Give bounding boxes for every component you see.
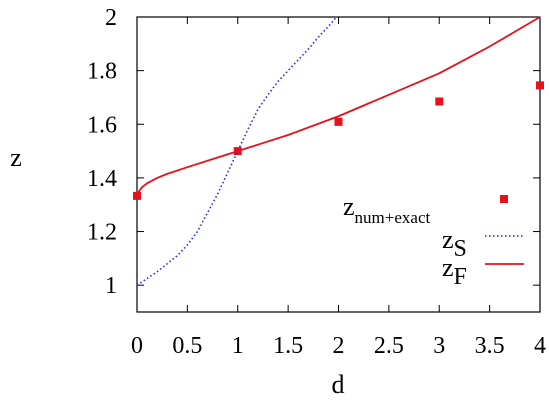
legend-symbol-num_exact <box>500 195 508 203</box>
y-tick-label: 2 <box>105 5 117 31</box>
x-axis-label: d <box>332 370 345 399</box>
data-point-num_exact <box>435 97 444 106</box>
legend-label-num_exact: znum+exact <box>343 192 430 227</box>
data-point-num_exact <box>536 81 544 90</box>
series-line-zF <box>136 16 541 197</box>
y-tick-label: 1.4 <box>87 166 117 192</box>
legend-label-zS: zS <box>442 225 467 262</box>
x-tick-label: 2.5 <box>374 333 404 359</box>
x-tick-label: 3 <box>433 333 445 359</box>
x-tick-label: 1.5 <box>273 333 303 359</box>
x-tick-label: 2 <box>333 333 345 359</box>
y-tick-label: 1.2 <box>87 220 117 246</box>
x-tick-label: 4 <box>534 333 546 359</box>
series-layer <box>133 16 544 286</box>
y-axis-ticks: 1 1.2 1.4 1.6 1.8 2 <box>87 5 540 299</box>
legend-label-zF: zF <box>442 253 467 290</box>
y-axis-label: z <box>10 143 22 172</box>
x-axis-ticks: 0 0.5 1 1.5 2 2.5 3 3.5 4 <box>131 17 546 359</box>
y-tick-label: 1 <box>105 273 117 299</box>
x-tick-label: 0.5 <box>172 333 202 359</box>
x-tick-label: 1 <box>232 333 244 359</box>
y-tick-label: 1.8 <box>87 59 117 85</box>
y-tick-label: 1.6 <box>87 112 117 138</box>
x-tick-label: 0 <box>131 333 143 359</box>
x-tick-label: 3.5 <box>475 333 505 359</box>
data-point-num_exact <box>334 117 343 126</box>
series-line-zS <box>136 16 338 286</box>
